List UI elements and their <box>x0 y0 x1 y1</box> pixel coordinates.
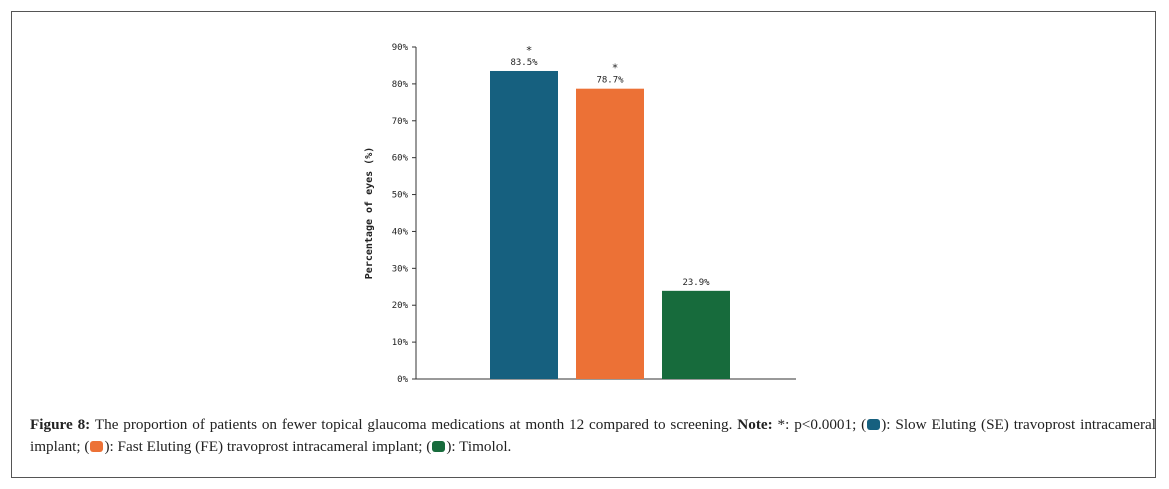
figure-caption: Figure 8: The proportion of patients on … <box>30 414 1156 458</box>
y-tick-label: 20% <box>392 301 409 311</box>
y-tick-label: 30% <box>392 264 409 274</box>
bar-chart: 0% 10% 20% 30% 40% 50% 60% 70% 80% 90% Percentage … <box>364 43 796 385</box>
bar <box>576 88 644 379</box>
significance-marker: * <box>526 44 533 57</box>
note-label: Note: <box>737 416 773 433</box>
bar <box>490 70 558 379</box>
note-text: *: p<0.0001; ( <box>772 416 867 433</box>
bar <box>662 290 730 379</box>
y-tick-label: 50% <box>392 191 409 201</box>
caption-text: The proportion of patients on fewer topi… <box>90 416 738 433</box>
legend-swatch-timolol <box>432 441 446 452</box>
y-tick-label: 10% <box>392 338 409 348</box>
figure-label: Figure 8: <box>30 416 91 433</box>
y-tick-label: 70% <box>392 117 409 127</box>
y-axis-title: Percentage of eyes (%) <box>364 147 375 279</box>
legend-text-se: ): Slow Eluting (SE) travoprost intracam… <box>30 416 1157 455</box>
data-label: 78.7% <box>596 76 624 86</box>
data-label: 23.9% <box>682 278 710 288</box>
data-label: 83.5% <box>510 58 538 68</box>
y-tick-label: 0% <box>397 375 408 385</box>
y-tick-label: 40% <box>392 227 409 237</box>
y-tick-label: 90% <box>392 43 409 53</box>
y-tick-label: 60% <box>392 154 409 164</box>
legend-text-timolol: ): Timolol. <box>446 438 512 455</box>
legend-text-fe: ): Fast Eluting (FE) travoprost intracam… <box>104 438 432 455</box>
legend-swatch-fe <box>90 441 104 452</box>
y-tick-label: 80% <box>392 80 409 90</box>
legend-swatch-se <box>867 419 881 430</box>
significance-marker: * <box>612 62 619 75</box>
